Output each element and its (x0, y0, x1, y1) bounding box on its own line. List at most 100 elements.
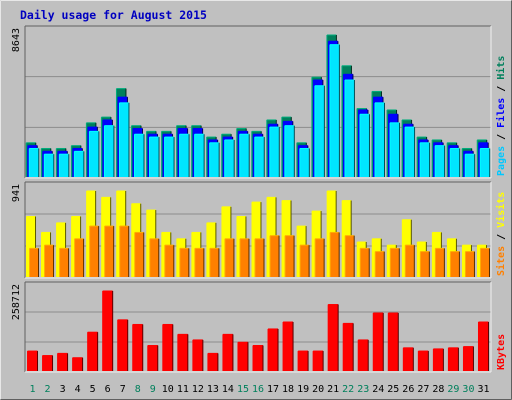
sites-bar-day-22 (345, 235, 355, 277)
sites-bar-day-29 (450, 251, 460, 277)
legend-separator: / (496, 80, 507, 98)
day-label-27: 27 (417, 384, 429, 395)
legend: Sites / Visits (495, 192, 507, 276)
kbytes-bar-day-6 (102, 291, 113, 371)
pages-bar-day-12 (194, 134, 205, 177)
kbytes-bar-day-27 (418, 351, 429, 371)
day-label-7: 7 (120, 384, 126, 395)
legend-pages: Pages (496, 146, 507, 176)
day-label-22: 22 (342, 384, 354, 395)
sites-bar-day-12 (194, 248, 204, 277)
sites-bar-day-15 (239, 238, 249, 277)
day-label-26: 26 (402, 384, 414, 395)
pages-bar-day-25 (390, 122, 400, 177)
pages-bar-day-3 (59, 154, 69, 177)
hits-files-pages-panel: 8643 Pages / Files / Hits (11, 25, 507, 179)
day-label-2: 2 (45, 384, 51, 395)
kbytes-bar-day-1 (27, 351, 38, 371)
kbytes-bar-day-5 (87, 332, 98, 371)
kbytes-bar-day-26 (403, 347, 414, 371)
day-label-20: 20 (312, 384, 324, 395)
sites-bar-day-20 (315, 238, 325, 277)
legend-visits: Visits (495, 192, 507, 228)
pages-bar-day-31 (480, 148, 490, 177)
sites-bar-day-4 (74, 238, 84, 277)
kbytes-bar-day-29 (448, 347, 459, 371)
sites-bar-day-28 (435, 248, 445, 277)
sites-bar-day-27 (420, 251, 430, 277)
sites-bar-day-8 (134, 232, 144, 277)
pages-bar-day-13 (209, 142, 220, 177)
pages-bar-day-26 (405, 127, 415, 177)
pages-bar-day-30 (465, 154, 475, 177)
kbytes-bar-day-25 (388, 313, 399, 371)
sites-bar-day-16 (255, 238, 264, 277)
day-label-11: 11 (177, 384, 189, 395)
sites-bar-day-6 (104, 226, 114, 277)
legend-separator: / (496, 128, 507, 146)
day-label-13: 13 (207, 384, 219, 395)
sites-bar-day-13 (209, 248, 219, 277)
pages-bar-day-17 (269, 127, 280, 177)
pages-bar-day-15 (239, 134, 250, 177)
day-label-8: 8 (135, 384, 141, 395)
sites-bar-day-18 (285, 235, 295, 277)
kbytes-bar-day-9 (147, 345, 158, 371)
pages-bar-day-16 (254, 137, 265, 177)
kbytes-bar-day-17 (268, 328, 279, 371)
sites-bar-day-25 (390, 248, 400, 277)
sites-visits-panel: 941 Sites / Visits (11, 181, 507, 279)
sites-bar-day-23 (360, 248, 370, 277)
day-label-30: 30 (462, 384, 474, 395)
y-max-label: 941 (11, 184, 22, 202)
sites-bar-day-9 (149, 238, 159, 277)
day-label-19: 19 (297, 384, 309, 395)
kbytes-bar-day-11 (177, 334, 188, 371)
day-label-31: 31 (477, 384, 489, 395)
kbytes-bar-day-20 (313, 351, 324, 371)
sites-bar-day-2 (44, 245, 54, 277)
pages-bar-day-11 (179, 134, 190, 177)
day-label-6: 6 (105, 384, 111, 395)
pages-bar-day-21 (329, 44, 340, 177)
y-max-label: 258712 (11, 284, 22, 320)
pages-bar-day-24 (375, 102, 385, 177)
day-label-28: 28 (432, 384, 444, 395)
pages-bar-day-14 (224, 139, 235, 177)
sites-bar-day-30 (465, 251, 475, 277)
day-label-24: 24 (372, 384, 384, 395)
kbytes-bar-day-28 (433, 348, 444, 371)
pages-bar-day-20 (314, 85, 325, 177)
legend-kbytes: KBytes (496, 334, 507, 370)
legend: Pages / Files / Hits (495, 56, 507, 176)
kbytes-bar-day-2 (42, 355, 53, 371)
y-max-label: 8643 (11, 28, 22, 52)
pages-bar-day-29 (450, 148, 460, 177)
day-axis-labels: 1 2 3 4 5 6 7 8 9 10 11 12 13 14 15 16 17 18 19 20 21 22 23 24 2… (30, 384, 490, 395)
pages-bar-day-5 (89, 131, 99, 177)
sites-bar-day-7 (119, 226, 129, 277)
sites-bar-day-11 (179, 248, 189, 277)
kbytes-bar-day-15 (237, 342, 248, 371)
legend-separator: / (496, 228, 507, 246)
day-label-23: 23 (357, 384, 369, 395)
pages-bar-day-9 (149, 137, 160, 177)
kbytes-bar-day-18 (283, 321, 294, 371)
kbytes-bar-day-13 (207, 353, 218, 371)
kbytes-bar-day-3 (57, 353, 68, 371)
day-label-17: 17 (267, 384, 279, 395)
kbytes-bar-day-31 (478, 321, 489, 371)
sites-bar-day-19 (300, 245, 310, 277)
pages-bar-day-27 (420, 142, 430, 177)
kbytes-bar-day-30 (463, 346, 474, 371)
pages-bar-day-2 (44, 154, 54, 177)
sites-bar-day-26 (405, 245, 415, 277)
day-label-14: 14 (222, 384, 234, 395)
day-label-21: 21 (327, 384, 339, 395)
pages-bar-day-10 (164, 137, 175, 177)
kbytes-bar-day-4 (72, 357, 83, 371)
kbytes-bar-day-7 (117, 319, 128, 371)
kbytes-bar-day-22 (343, 323, 354, 371)
day-label-16: 16 (252, 384, 264, 395)
pages-bar-day-19 (299, 148, 310, 177)
